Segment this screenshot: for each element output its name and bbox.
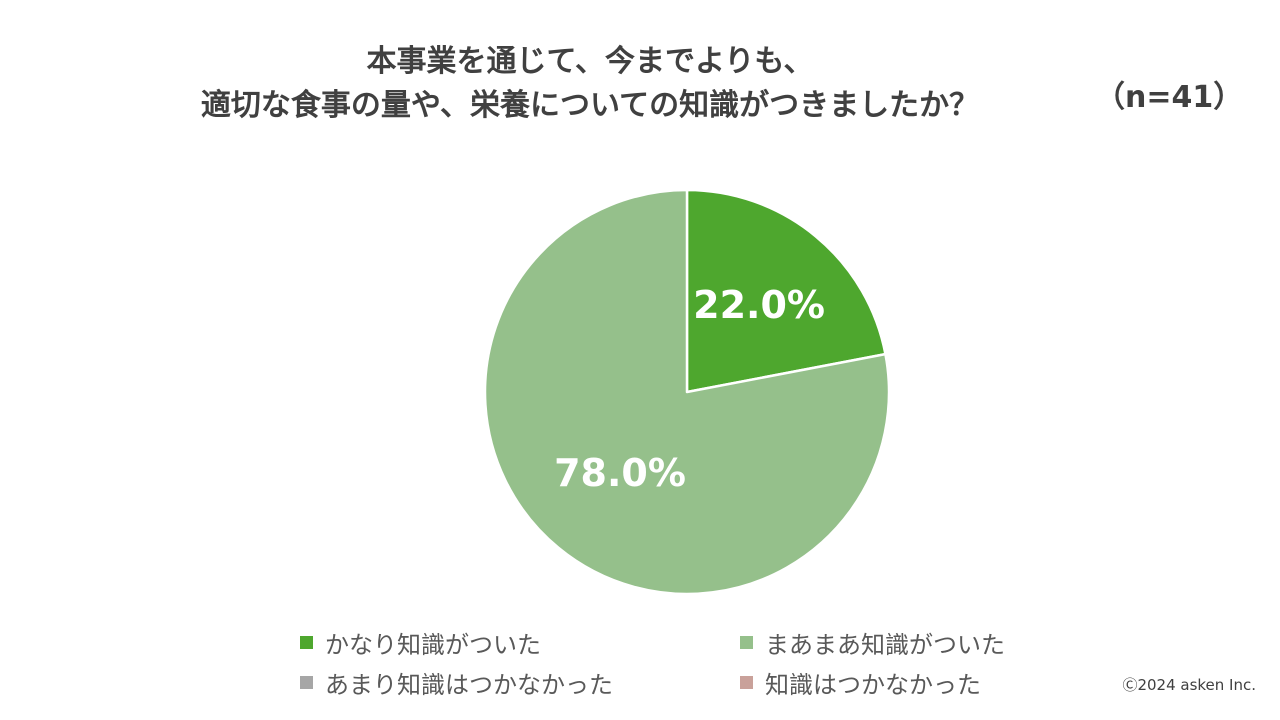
- pie-slice-label-1: 78.0%: [554, 451, 686, 495]
- legend-swatch-3: [740, 675, 753, 689]
- pie-slice-1: [483, 188, 891, 596]
- legend-item-3: 知識はつかなかった: [740, 666, 1060, 699]
- legend-swatch-2: [300, 675, 313, 689]
- sample-size-label: （n=41）: [1095, 80, 1244, 115]
- pie-chart: 22.0% 78.0%: [483, 188, 891, 596]
- legend-item-2: あまり知識はつかなかった: [300, 666, 740, 699]
- legend-label-0: かなり知識がついた: [325, 630, 541, 659]
- pie-slice-0: [685, 188, 887, 394]
- chart-title-line-2: 適切な食事の量や、栄養についての知識がつきましたか？: [200, 88, 980, 123]
- legend-swatch-1: [740, 635, 753, 649]
- legend-label-1: まあまあ知識がついた: [765, 630, 1005, 659]
- legend-swatch-0: [300, 635, 313, 649]
- chart-title: 本事業を通じて、今までよりも、 適切な食事の量や、栄養についての知識がつきました…: [0, 40, 1180, 128]
- legend-label-3: 知識はつかなかった: [765, 670, 981, 699]
- legend-item-0: かなり知識がついた: [300, 626, 740, 659]
- chart-legend: かなり知識がついた まあまあ知識がついたあまり知識はつかなかった 知識はつかなかった: [300, 626, 1060, 699]
- legend-item-1: まあまあ知識がついた: [740, 626, 1060, 659]
- legend-label-2: あまり知識はつかなかった: [325, 670, 613, 699]
- copyright-notice: Ⓒ2024 asken Inc.: [1122, 676, 1256, 694]
- chart-title-line-1: 本事業を通じて、今までよりも、: [366, 44, 814, 79]
- pie-slice-label-0: 22.0%: [693, 283, 825, 327]
